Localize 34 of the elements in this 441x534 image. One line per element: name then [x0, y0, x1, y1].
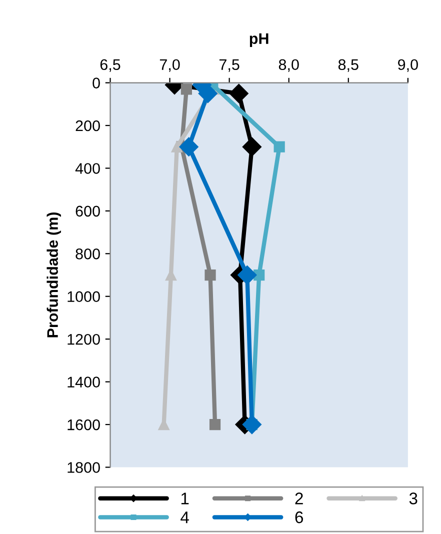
point: [171, 141, 182, 152]
point: [254, 269, 265, 281]
x-tick-label: 7,0: [160, 59, 180, 72]
y-tick-label: 0: [92, 78, 100, 88]
point: [209, 418, 221, 430]
legend-label: 1: [181, 492, 189, 504]
point: [229, 84, 248, 103]
x-tick-label: 9,0: [398, 59, 418, 72]
y-axis-title: Profundidade (m): [46, 212, 61, 338]
y-tick-label: 1000: [68, 291, 100, 302]
point: [180, 84, 192, 95]
legend-label: 4: [180, 512, 189, 524]
chart-title: pH: [250, 33, 268, 48]
point: [179, 137, 198, 156]
point: [242, 414, 262, 434]
y-tick-label: 1800: [68, 462, 100, 473]
y-tick-label: 1400: [68, 376, 100, 388]
x-tick-label: 8,5: [338, 59, 358, 72]
y-tick-label: 1200: [68, 334, 100, 345]
point: [274, 141, 285, 152]
y-tick-label: 400: [75, 163, 100, 174]
x-tick-label: 6,5: [100, 59, 120, 72]
y-tick-label: 200: [76, 120, 100, 132]
point: [238, 265, 257, 285]
point: [242, 137, 262, 156]
x-tick-label: 8,0: [278, 59, 299, 72]
y-tick-label: 600: [76, 206, 100, 217]
y-tick-label: 800: [76, 248, 100, 260]
y-tick-label: 1600: [68, 419, 100, 430]
legend-label: 2: [295, 492, 303, 504]
x-tick-label: 7,5: [219, 59, 240, 72]
point: [204, 269, 216, 281]
legend-label: 6: [295, 511, 303, 524]
legend-label: 3: [409, 492, 418, 504]
